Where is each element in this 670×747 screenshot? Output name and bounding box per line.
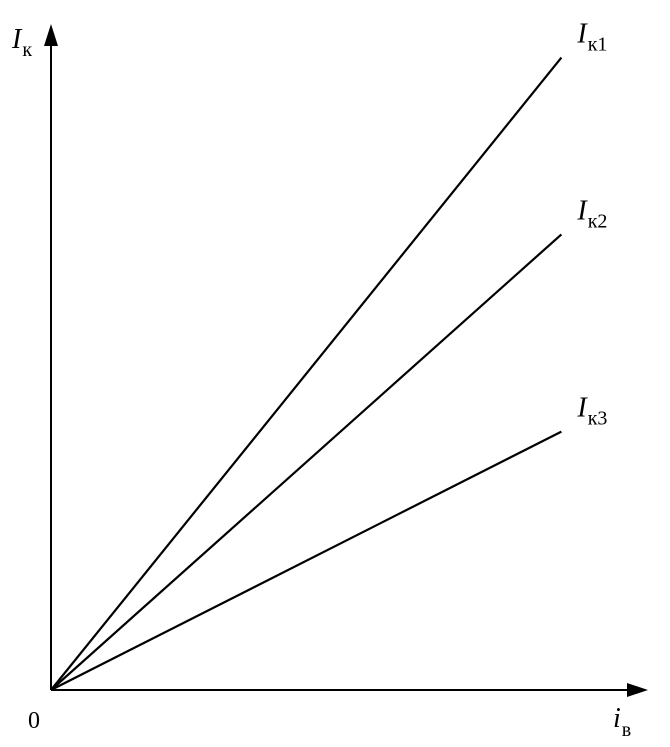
series-line-3 (50, 430, 562, 691)
series-line-2 (50, 233, 563, 691)
series-label-3: Iк3 (576, 393, 607, 430)
x-axis-label: iв (613, 703, 631, 741)
y-axis-label: Iк (11, 24, 32, 61)
series-label-2: Iк2 (576, 195, 607, 232)
series-label-subscript: к2 (588, 210, 608, 232)
series-label-symbol: I (576, 19, 588, 50)
series-label-1: Iк1 (576, 19, 607, 56)
series-line-1 (50, 56, 563, 691)
x-axis-arrow-icon (627, 683, 648, 697)
series-label-subscript: к3 (588, 408, 608, 430)
series-label-symbol: I (576, 393, 588, 424)
y-axis: Iк (11, 24, 58, 690)
origin-label: 0 (28, 708, 40, 734)
x-axis: iв (51, 683, 648, 741)
series-label-symbol: I (576, 195, 588, 226)
series-label-subscript: к1 (588, 34, 608, 56)
y-axis-arrow-icon (44, 24, 58, 46)
